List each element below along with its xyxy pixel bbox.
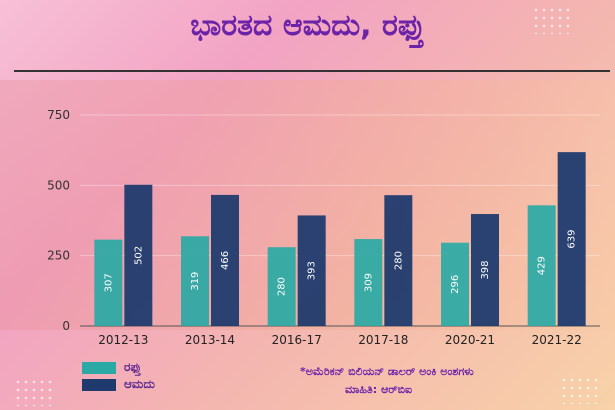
bar-imports <box>297 215 326 326</box>
bar-exports <box>441 242 469 326</box>
decorative-dots <box>560 376 600 404</box>
chart-title: ಭಾರತದ ಆಮದು, ರಫ್ತು <box>190 8 425 43</box>
units-note: *ಅಮೆರಿಕನ್ ಬಿಲಿಯನ್ ಡಾಲರ್ ಅಂಕಿ ಅಂಶಗಳು <box>300 365 474 378</box>
bar-exports <box>181 236 209 326</box>
legend-label-imports: ಆಮದು <box>124 377 155 391</box>
legend-label-exports: ರಫ್ತು <box>124 360 142 374</box>
legend: ರಫ್ತು ಆಮದು <box>82 360 155 394</box>
bar-imports <box>124 184 153 326</box>
decorative-dots <box>532 6 572 34</box>
title-divider <box>14 70 610 72</box>
x-tick-label: 2017-18 <box>358 333 408 347</box>
x-tick-label: 2020-21 <box>445 333 495 347</box>
y-tick-label: 250 <box>47 249 70 263</box>
legend-swatch-exports <box>82 361 116 374</box>
bar-value-label: 393 <box>307 261 318 280</box>
bar-exports <box>267 247 296 326</box>
bar-imports <box>384 195 413 326</box>
bar-exports <box>527 205 556 326</box>
x-tick-label: 2013-14 <box>185 333 235 347</box>
bar-value-label: 639 <box>567 230 578 249</box>
bar-exports <box>94 239 123 326</box>
x-tick-label: 2012-13 <box>98 333 148 347</box>
source-note: ಮಾಹಿತಿ: ಆರ್‌ಬಿಐ <box>345 383 413 396</box>
bar-value-label: 429 <box>537 256 548 275</box>
legend-item-imports: ಆಮದು <box>82 377 155 392</box>
y-tick-label: 0 <box>62 319 70 333</box>
bar-value-label: 502 <box>133 246 144 265</box>
bar-imports <box>211 194 239 326</box>
bar-value-label: 319 <box>190 272 201 291</box>
bar-value-label: 309 <box>363 273 374 292</box>
legend-item-exports: ರಫ್ತು <box>82 360 155 375</box>
bar-value-label: 280 <box>393 251 404 270</box>
decorative-dots <box>14 378 54 406</box>
legend-swatch-imports <box>82 378 116 391</box>
bar-imports <box>471 214 499 326</box>
bar-value-label: 280 <box>277 277 288 296</box>
x-tick-label: 2016-17 <box>272 333 322 347</box>
x-tick-label: 2021-22 <box>532 333 582 347</box>
bar-exports <box>354 239 383 326</box>
bar-value-label: 296 <box>450 275 461 294</box>
bar-imports <box>557 152 586 326</box>
bar-value-label: 466 <box>220 251 231 270</box>
y-tick-label: 750 <box>47 108 70 122</box>
bar-value-label: 398 <box>480 260 491 279</box>
y-tick-label: 500 <box>47 178 70 192</box>
bar-value-label: 307 <box>103 273 114 292</box>
